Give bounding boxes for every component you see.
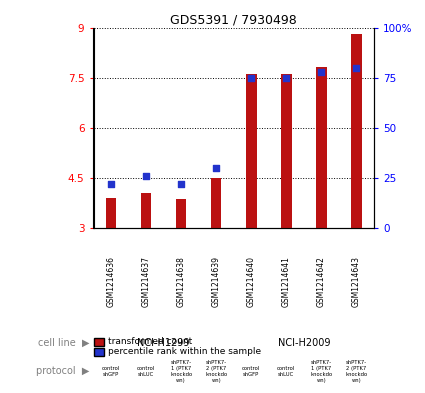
Text: control
shGFP: control shGFP <box>102 366 120 377</box>
Bar <box>246 73 257 228</box>
Point <box>213 165 220 171</box>
Text: NCI-H1299: NCI-H1299 <box>137 338 190 348</box>
Bar <box>351 33 362 228</box>
Text: percentile rank within the sample: percentile rank within the sample <box>108 347 261 356</box>
Bar <box>176 199 187 228</box>
Text: NCI-H2009: NCI-H2009 <box>278 338 330 348</box>
Text: GSM1214638: GSM1214638 <box>177 257 186 307</box>
Text: GSM1214641: GSM1214641 <box>282 257 291 307</box>
Text: transformed count: transformed count <box>108 338 193 346</box>
Bar <box>211 178 221 228</box>
Bar <box>106 198 116 228</box>
Point <box>143 173 150 179</box>
Text: GSM1214639: GSM1214639 <box>212 257 221 307</box>
Text: shPTK7-
2 (PTK7
knockdo
wn): shPTK7- 2 (PTK7 knockdo wn) <box>205 360 227 382</box>
Point <box>108 181 114 187</box>
Point <box>318 68 325 75</box>
Text: GSM1214642: GSM1214642 <box>317 257 326 307</box>
Bar <box>281 73 292 228</box>
Bar <box>141 193 151 228</box>
Title: GDS5391 / 7930498: GDS5391 / 7930498 <box>170 13 297 26</box>
Text: shPTK7-
1 (PTK7
knockdo
wn): shPTK7- 1 (PTK7 knockdo wn) <box>170 360 192 382</box>
Text: shPTK7-
2 (PTK7
knockdo
wn): shPTK7- 2 (PTK7 knockdo wn) <box>346 360 368 382</box>
Text: protocol  ▶: protocol ▶ <box>36 366 89 376</box>
Bar <box>316 67 327 228</box>
Text: GSM1214640: GSM1214640 <box>247 257 256 307</box>
Text: cell line  ▶: cell line ▶ <box>38 338 89 348</box>
Text: control
shGFP: control shGFP <box>242 366 261 377</box>
Point <box>353 64 360 71</box>
Point <box>178 181 184 187</box>
Text: shPTK7-
1 (PTK7
knockdo
wn): shPTK7- 1 (PTK7 knockdo wn) <box>310 360 332 382</box>
Text: control
shLUC: control shLUC <box>277 366 295 377</box>
Text: GSM1214637: GSM1214637 <box>142 257 150 307</box>
Text: GSM1214643: GSM1214643 <box>352 257 361 307</box>
Point <box>283 75 290 81</box>
Point <box>248 75 255 81</box>
Text: GSM1214636: GSM1214636 <box>107 257 116 307</box>
Text: control
shLUC: control shLUC <box>137 366 155 377</box>
